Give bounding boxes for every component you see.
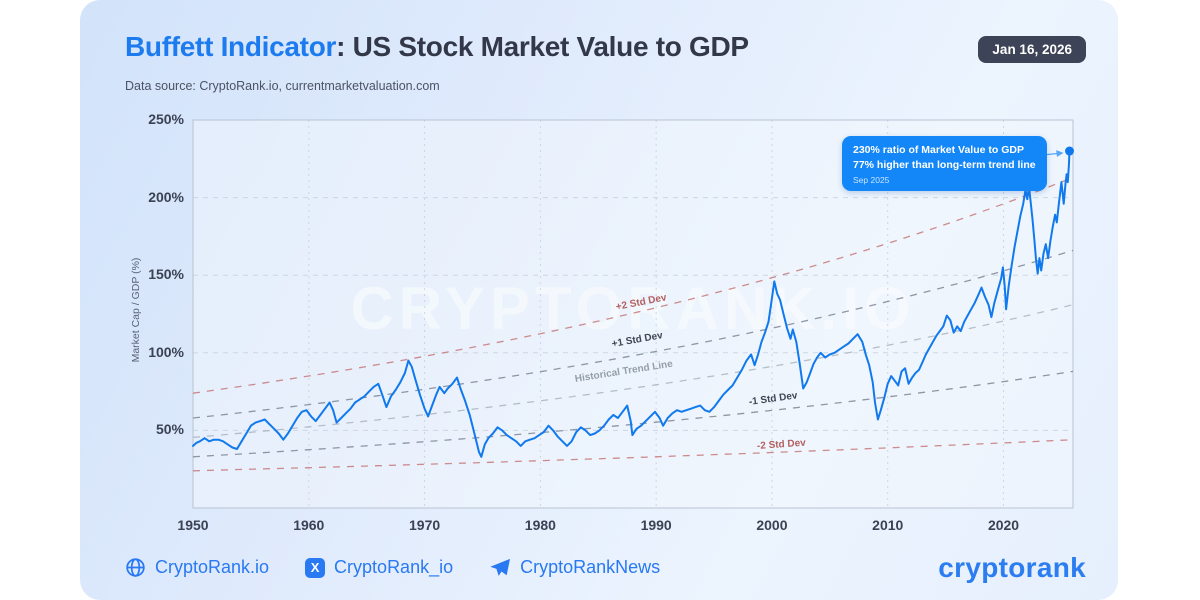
tooltip-line-2: 77% higher than long-term trend line [853,159,1036,172]
twitter-label: CryptoRank_io [334,557,454,577]
x-tick-label: 1950 [177,517,209,533]
x-tick-label: 1960 [293,517,325,533]
tooltip-line-1: 230% ratio of Market Value to GDP [853,144,1024,156]
x-tick-label: 1980 [524,517,556,533]
tooltip-date: Sep 2025 [853,175,890,186]
x-tick-label: 2010 [872,517,904,533]
date-badge: Jan 16, 2026 [978,36,1086,63]
x-tick-label: 2000 [756,517,788,533]
annotation-tooltip: 230% ratio of Market Value to GDP 77% hi… [842,136,1047,192]
footer: CryptoRank.io X CryptoRank_io CryptoRank… [125,557,660,578]
x-tick-label: 1990 [640,517,672,533]
website-label: CryptoRank.io [155,557,270,577]
cryptorank-logo: cryptorank [938,552,1086,583]
title-highlight: Buffett Indicator [125,31,337,62]
page-title: Buffett Indicator: US Stock Market Value… [125,31,749,63]
globe-icon [126,558,145,577]
data-source: Data source: CryptoRank.io, currentmarke… [125,79,440,93]
x-tick-label: 1970 [409,517,441,533]
x-twitter-icon: X [305,557,326,578]
y-tick-label: 50% [155,421,184,438]
telegram-link[interactable]: CryptoRankNews [489,557,660,578]
x-tick-label: 2020 [987,517,1020,533]
y-tick-label: 200% [148,188,184,205]
y-tick-label: 150% [148,266,184,283]
website-link[interactable]: CryptoRank.io [125,557,269,578]
y-tick-label: 100% [148,343,184,360]
twitter-link[interactable]: X CryptoRank_io [305,557,453,578]
telegram-icon [490,558,511,576]
telegram-label: CryptoRankNews [520,557,661,577]
title-rest: : US Stock Market Value to GDP [336,31,749,62]
y-tick-label: 250% [148,111,184,127]
